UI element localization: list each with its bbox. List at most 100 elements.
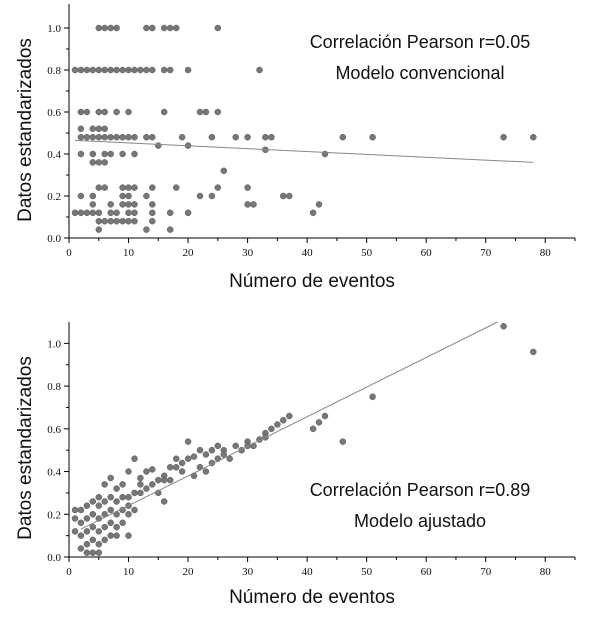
data-point: [77, 209, 85, 217]
data-point: [208, 192, 216, 200]
x-tick-label: 50: [361, 247, 373, 259]
data-point: [184, 438, 192, 445]
data-point: [83, 108, 91, 116]
data-point: [137, 474, 144, 482]
data-point: [107, 532, 114, 539]
data-point: [149, 184, 156, 191]
x-ticks: 0 10 20 30 40 50 60 70 80: [66, 557, 576, 578]
data-point: [95, 549, 103, 556]
data-point: [95, 108, 103, 116]
data-point: [339, 133, 347, 141]
data-point: [149, 217, 156, 225]
data-point: [220, 451, 228, 458]
data-point: [208, 446, 216, 454]
data-point: [166, 24, 174, 32]
scatter-points: [71, 323, 537, 556]
y-axis-title: Datos estandarizados: [15, 356, 36, 540]
data-point: [71, 66, 79, 74]
data-point: [113, 133, 120, 141]
data-point: [101, 184, 108, 191]
data-point: [143, 485, 150, 492]
annotation-correlation: Correlación Pearson r=0.89: [310, 480, 531, 500]
data-point: [125, 108, 132, 116]
data-point: [166, 209, 174, 217]
data-point: [89, 192, 97, 200]
data-point: [244, 184, 251, 191]
data-point: [89, 150, 97, 158]
data-point: [315, 419, 323, 426]
data-point: [71, 209, 79, 217]
y-tick-label: 1.0: [47, 338, 61, 350]
data-point: [101, 24, 108, 32]
data-point: [172, 455, 180, 462]
x-ticks: 0 10 20 30 40 50 60 70 80: [66, 238, 576, 259]
data-point: [77, 192, 85, 200]
data-point: [95, 184, 103, 191]
data-point: [286, 192, 293, 200]
data-point: [160, 498, 168, 505]
data-point: [125, 66, 132, 74]
data-point: [125, 209, 132, 217]
data-point: [77, 506, 85, 514]
data-point: [166, 464, 174, 471]
data-point: [286, 412, 293, 420]
x-tick-label: 40: [302, 566, 314, 578]
data-point: [131, 184, 138, 191]
data-point: [107, 24, 114, 32]
data-point: [89, 523, 97, 531]
data-point: [143, 192, 150, 200]
data-point: [500, 133, 507, 141]
data-point: [113, 498, 120, 505]
x-tick-label: 30: [242, 247, 254, 259]
x-tick-label: 20: [183, 566, 195, 578]
data-point: [77, 133, 85, 141]
data-point: [214, 108, 222, 116]
data-point: [214, 442, 222, 450]
data-point: [137, 489, 144, 497]
data-point: [232, 442, 239, 450]
data-point: [131, 489, 138, 497]
data-point: [89, 125, 97, 133]
data-point: [107, 209, 114, 217]
x-tick-label: 20: [183, 247, 195, 259]
data-point: [160, 476, 168, 484]
data-point: [131, 133, 138, 141]
data-point: [101, 108, 108, 116]
data-point: [172, 464, 180, 471]
y-tick-label: 0.8: [47, 65, 61, 77]
data-point: [89, 498, 97, 505]
data-point: [101, 150, 108, 158]
data-point: [107, 506, 114, 514]
data-point: [149, 66, 156, 74]
data-point: [101, 498, 108, 505]
x-tick-label: 10: [123, 566, 135, 578]
data-point: [184, 209, 192, 217]
data-point: [137, 481, 144, 488]
data-point: [137, 66, 144, 74]
data-point: [309, 425, 317, 433]
x-tick-label: 80: [540, 566, 552, 578]
data-point: [125, 468, 132, 475]
data-point: [220, 167, 228, 175]
data-point: [500, 323, 507, 330]
data-point: [339, 438, 347, 445]
data-point: [101, 125, 108, 133]
data-point: [107, 133, 114, 141]
data-point: [149, 201, 156, 208]
data-point: [178, 459, 186, 467]
x-tick-label: 60: [421, 247, 433, 259]
data-point: [89, 133, 97, 141]
data-point: [321, 412, 329, 420]
data-point: [125, 511, 132, 518]
data-point: [89, 511, 97, 518]
data-point: [166, 226, 174, 233]
data-point: [113, 108, 120, 116]
data-point: [113, 532, 120, 539]
data-point: [250, 201, 257, 208]
data-point: [77, 108, 85, 116]
data-point: [131, 455, 138, 462]
data-point: [113, 66, 120, 74]
x-tick-label: 70: [480, 247, 492, 259]
data-point: [107, 493, 114, 501]
x-tick-label: 50: [361, 566, 373, 578]
